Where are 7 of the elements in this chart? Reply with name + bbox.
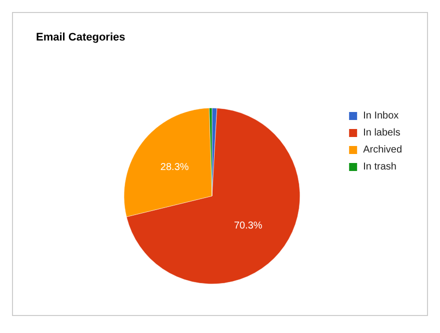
legend-label: In trash (363, 162, 396, 172)
legend-label: Archived (363, 144, 402, 156)
legend-label: In Inbox (363, 110, 399, 122)
data-label: 28.3% (160, 162, 189, 174)
legend-label: In labels (363, 128, 400, 138)
chart-title: Email Categories (36, 32, 126, 44)
data-label: 70.3% (234, 220, 262, 232)
